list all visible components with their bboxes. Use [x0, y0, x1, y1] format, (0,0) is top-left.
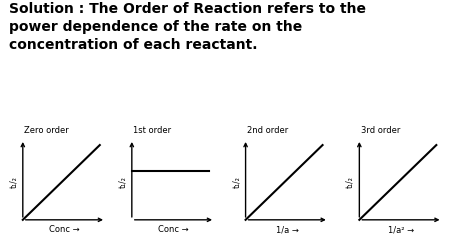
Text: Zero order: Zero order	[24, 126, 69, 135]
Text: Conc →: Conc →	[158, 225, 189, 234]
Text: 1st order: 1st order	[133, 126, 172, 135]
Text: t₁/₂: t₁/₂	[232, 176, 241, 188]
Text: 1/a² →: 1/a² →	[388, 225, 414, 234]
Text: 3rd order: 3rd order	[361, 126, 400, 135]
Text: t₁/₂: t₁/₂	[118, 176, 127, 188]
Text: Conc →: Conc →	[49, 225, 80, 234]
Text: 1/a →: 1/a →	[276, 225, 299, 234]
Text: Solution : The Order of Reaction refers to the
power dependence of the rate on t: Solution : The Order of Reaction refers …	[9, 2, 366, 52]
Text: t₁/₂: t₁/₂	[346, 176, 355, 188]
Text: 2nd order: 2nd order	[247, 126, 288, 135]
Text: t₁/₂: t₁/₂	[9, 176, 18, 188]
